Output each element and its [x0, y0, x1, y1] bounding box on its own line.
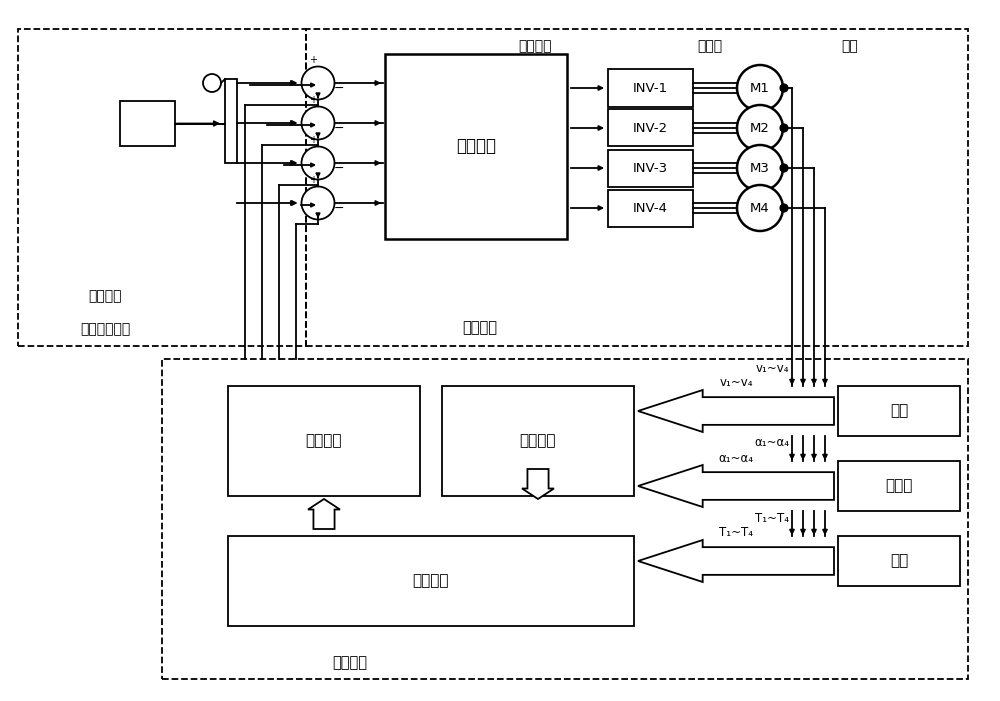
- Bar: [120, 101, 175, 146]
- Text: INV-1: INV-1: [633, 81, 668, 95]
- Circle shape: [302, 67, 334, 100]
- Bar: [838, 536, 960, 586]
- Text: INV-3: INV-3: [633, 161, 668, 175]
- Bar: [442, 386, 634, 496]
- Text: v₁~v₄: v₁~v₄: [755, 362, 789, 374]
- Circle shape: [302, 147, 334, 179]
- Bar: [162, 359, 968, 679]
- Bar: [385, 54, 567, 239]
- Text: 速度: 速度: [890, 404, 908, 418]
- Polygon shape: [638, 465, 834, 507]
- Text: −: −: [334, 201, 344, 215]
- Text: 矢量控制: 矢量控制: [456, 137, 496, 156]
- Polygon shape: [522, 469, 554, 499]
- Text: +: +: [309, 95, 317, 105]
- Bar: [608, 149, 693, 186]
- Bar: [838, 461, 960, 511]
- Circle shape: [203, 74, 221, 92]
- Text: 转矩调整: 转矩调整: [306, 433, 342, 449]
- Circle shape: [737, 105, 783, 151]
- Text: 牵引传动: 牵引传动: [462, 320, 498, 336]
- Text: M1: M1: [750, 81, 770, 95]
- Circle shape: [780, 164, 788, 172]
- Text: −: −: [334, 161, 344, 175]
- Text: M4: M4: [750, 201, 770, 215]
- Text: α₁~α₄: α₁~α₄: [755, 437, 790, 449]
- Bar: [228, 536, 634, 626]
- Circle shape: [302, 186, 334, 219]
- Text: 黏着控制: 黏着控制: [332, 655, 368, 670]
- Circle shape: [780, 84, 788, 92]
- Polygon shape: [308, 499, 340, 529]
- Bar: [608, 69, 693, 107]
- Polygon shape: [638, 540, 834, 582]
- Text: INV-4: INV-4: [633, 201, 668, 215]
- Circle shape: [737, 65, 783, 111]
- Bar: [306, 29, 968, 346]
- Bar: [18, 29, 306, 346]
- Circle shape: [737, 145, 783, 191]
- Text: 空转检测: 空转检测: [520, 433, 556, 449]
- Text: 算法控制: 算法控制: [413, 573, 449, 589]
- Circle shape: [780, 204, 788, 212]
- Text: M3: M3: [750, 161, 770, 175]
- Text: M2: M2: [750, 121, 770, 135]
- Text: 司机操作控制: 司机操作控制: [80, 322, 130, 336]
- Text: −: −: [334, 121, 344, 135]
- Circle shape: [302, 107, 334, 139]
- Text: INV-2: INV-2: [633, 121, 668, 135]
- Text: 转矩: 转矩: [890, 554, 908, 569]
- Bar: [608, 109, 693, 147]
- Text: v₁~v₄: v₁~v₄: [719, 376, 753, 390]
- Text: T₁~T₄: T₁~T₄: [719, 526, 753, 540]
- Text: +: +: [309, 55, 317, 65]
- Text: +: +: [309, 175, 317, 185]
- Text: 加速度: 加速度: [885, 479, 913, 494]
- Bar: [225, 79, 237, 163]
- Circle shape: [780, 124, 788, 132]
- Text: α₁~α₄: α₁~α₄: [718, 451, 754, 465]
- Bar: [608, 189, 693, 226]
- Polygon shape: [638, 390, 834, 432]
- Bar: [838, 386, 960, 436]
- Text: 给定转矩: 给定转矩: [88, 289, 122, 303]
- Text: 控制电路: 控制电路: [518, 39, 552, 53]
- Text: 逆变器: 逆变器: [697, 39, 723, 53]
- Text: −: −: [334, 81, 344, 95]
- Text: 电机: 电机: [842, 39, 858, 53]
- Bar: [228, 386, 420, 496]
- Text: +: +: [309, 135, 317, 145]
- Text: T₁~T₄: T₁~T₄: [755, 512, 789, 524]
- Circle shape: [737, 185, 783, 231]
